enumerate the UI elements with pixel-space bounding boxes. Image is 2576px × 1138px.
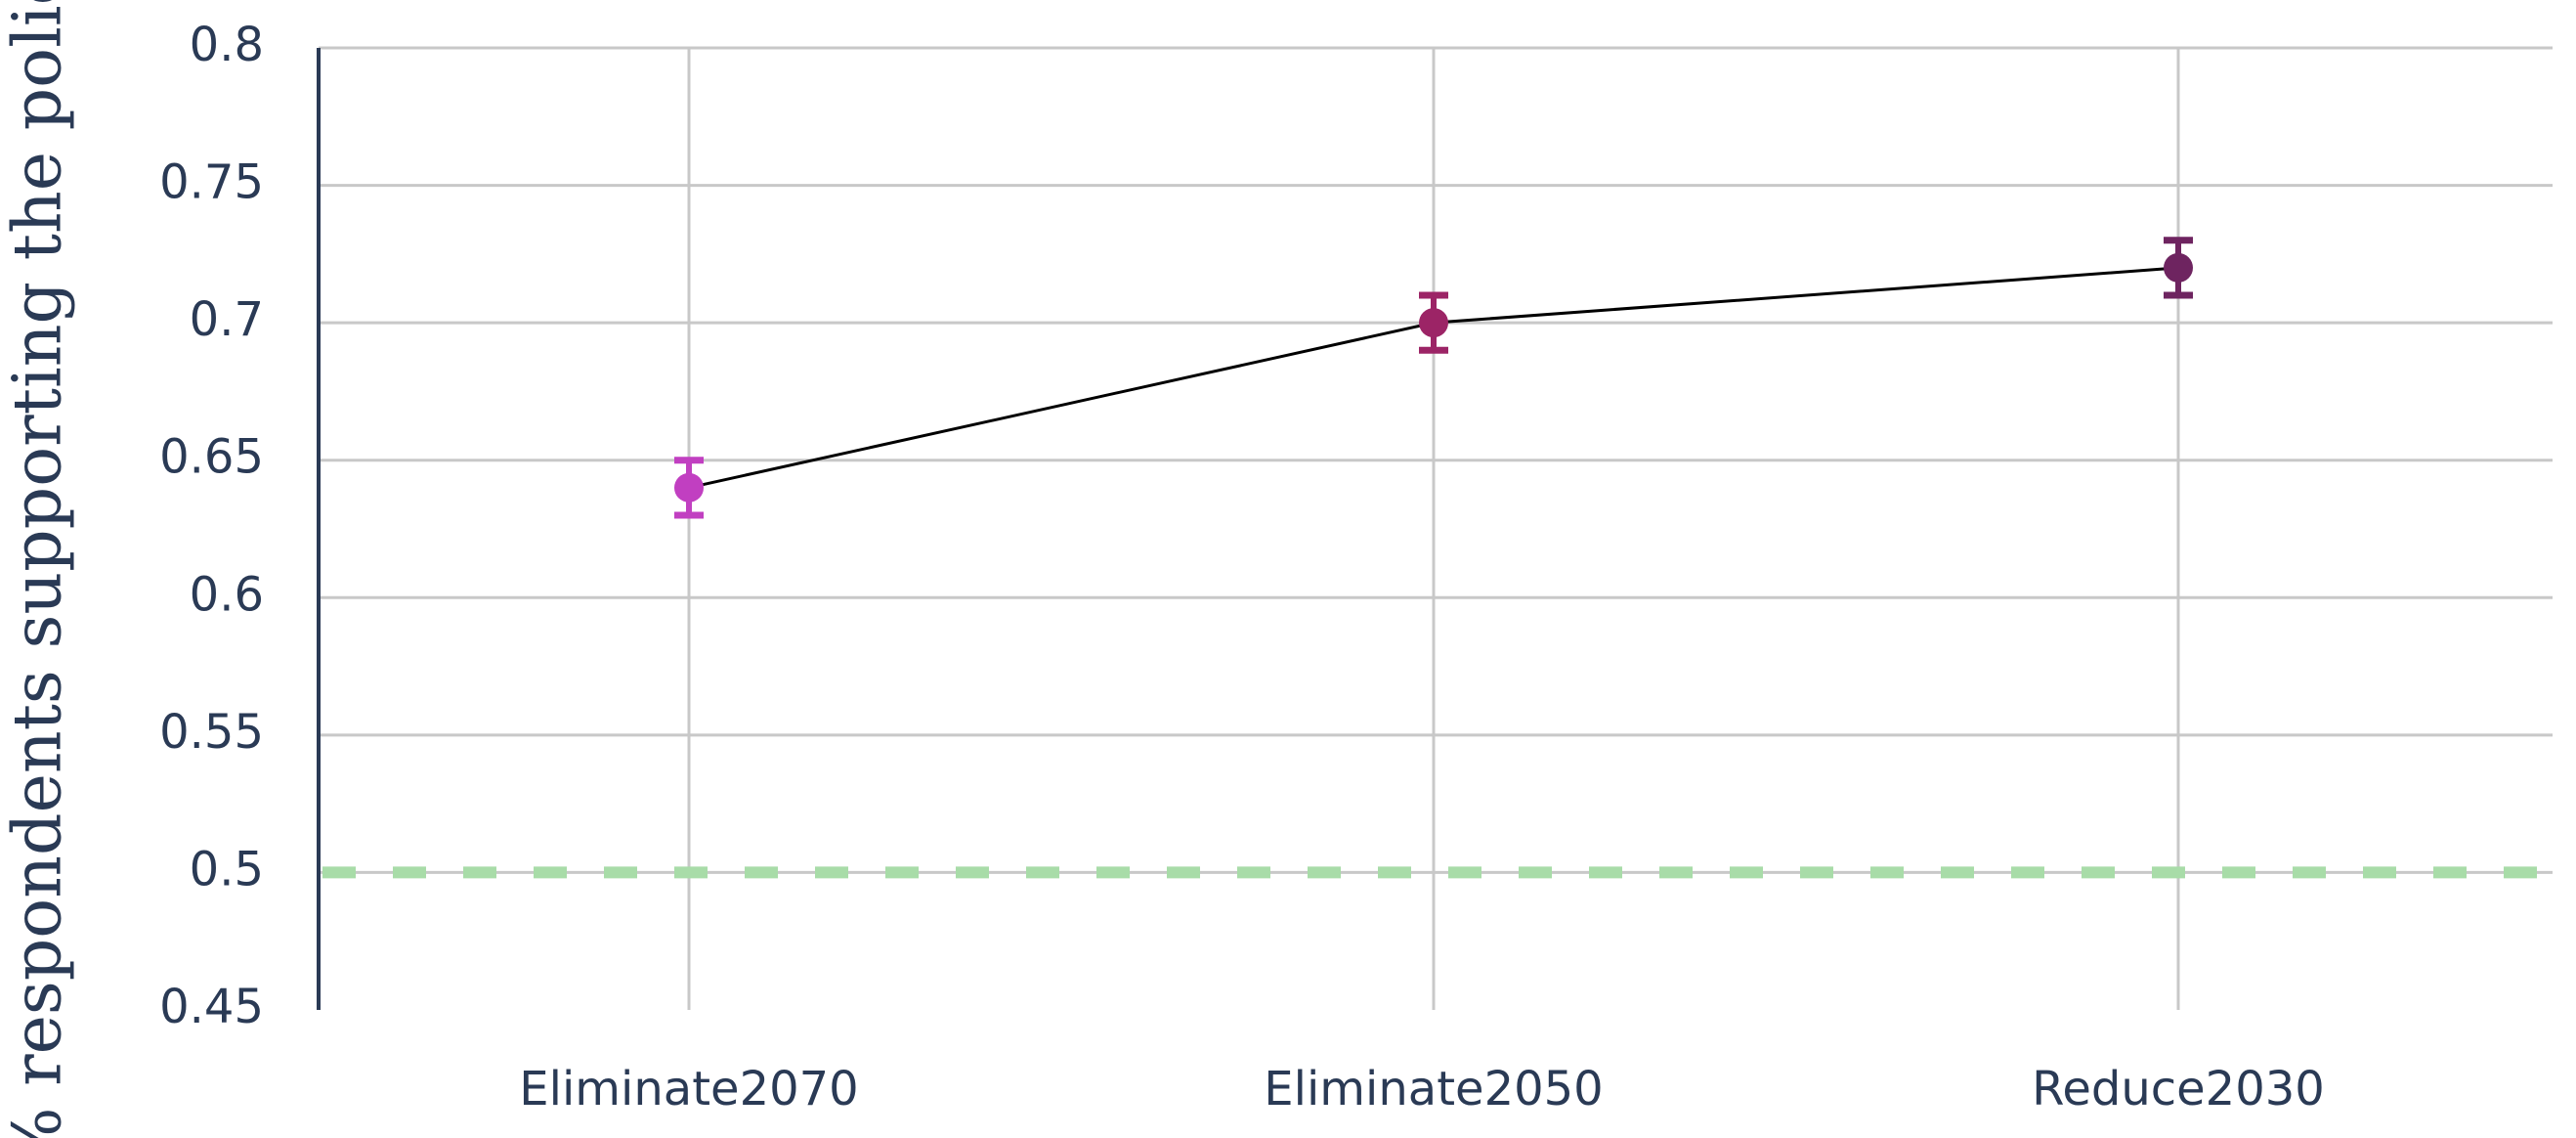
data-point-1 <box>1419 308 1448 338</box>
x-gridlines <box>687 48 2180 1010</box>
y-tick-label-2: 0.55 <box>159 705 264 760</box>
x-tick-labels: Eliminate2070 Eliminate2050 Reduce2030 <box>519 1062 2325 1116</box>
y-axis-title: % respondents supporting the policy <box>0 0 77 1138</box>
y-tick-label-1: 0.5 <box>190 842 264 897</box>
data-point-0 <box>674 472 704 503</box>
y-tick-label-0: 0.45 <box>159 980 264 1034</box>
y-tick-label-5: 0.7 <box>190 292 264 347</box>
x-tick-label-1: Eliminate2050 <box>1264 1062 1603 1116</box>
x-tick-label-2: Reduce2030 <box>2032 1062 2325 1116</box>
y-tick-label-3: 0.6 <box>190 567 264 622</box>
x-tick-label-0: Eliminate2070 <box>519 1062 858 1116</box>
y-tick-label-7: 0.8 <box>190 18 264 72</box>
y-tick-label-4: 0.65 <box>159 430 264 485</box>
y-tick-label-6: 0.75 <box>159 155 264 210</box>
y-gridlines <box>319 46 2553 874</box>
y-tick-labels: 0.45 0.5 0.55 0.6 0.65 0.7 0.75 0.8 <box>159 18 264 1034</box>
data-point-2 <box>2164 252 2193 283</box>
data-points <box>674 252 2193 503</box>
